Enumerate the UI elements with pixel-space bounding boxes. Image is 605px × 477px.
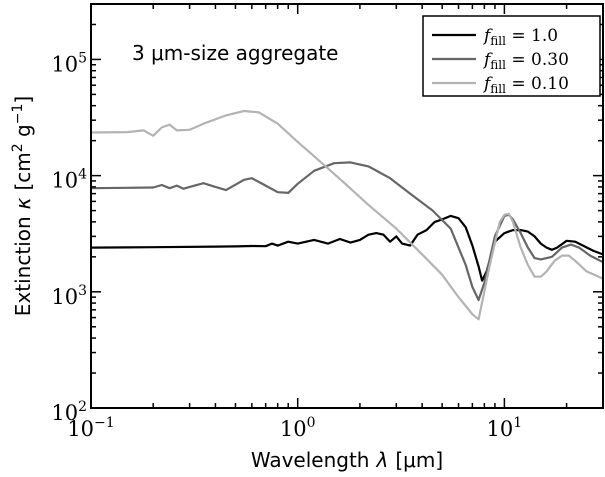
y-tick-label: 104 — [51, 167, 87, 193]
tick-labels: 10−1 100 101 102 103 104 105 — [51, 50, 522, 441]
plot-frame — [90, 3, 604, 409]
y-axis-unit-cm-exponent: 2 — [10, 143, 26, 152]
y-tick-label: 103 — [51, 283, 87, 309]
y-axis-unit-g-exponent: −1 — [10, 104, 26, 125]
y-axis-unit-g: g — [11, 124, 35, 143]
legend-label-2: ffill = 0.30 — [482, 50, 569, 72]
series-line-3 — [90, 109, 604, 321]
x-axis-title-symbol: λ — [376, 448, 389, 472]
series-line-1 — [90, 214, 604, 282]
y-axis-title-text: Extinction — [11, 216, 35, 316]
chart-annotation: 3 μm-size aggregate — [132, 41, 338, 65]
y-axis-title-symbol: κ — [11, 197, 35, 209]
y-tick-label: 105 — [51, 50, 87, 76]
legend-label-3: ffill = 0.10 — [482, 74, 569, 96]
legend-label-1: ffill = 1.0 — [482, 26, 558, 48]
y-axis-unit-close: ] — [11, 96, 35, 104]
y-tick-label: 102 — [51, 399, 87, 425]
series-layer — [90, 109, 604, 321]
y-axis-title: Extinction κ [cm2 g−1] — [10, 96, 35, 316]
x-axis-title-unit: [μm] — [395, 448, 443, 472]
y-axis-unit-open: [cm — [11, 152, 35, 190]
x-tick-label: 10−1 — [67, 415, 114, 441]
x-tick-label: 101 — [487, 415, 523, 441]
series-line-2 — [90, 161, 604, 302]
x-axis-title: Wavelength λ [μm] — [251, 448, 443, 472]
x-tick-label: 100 — [280, 415, 316, 441]
x-axis-title-text: Wavelength — [251, 448, 370, 472]
